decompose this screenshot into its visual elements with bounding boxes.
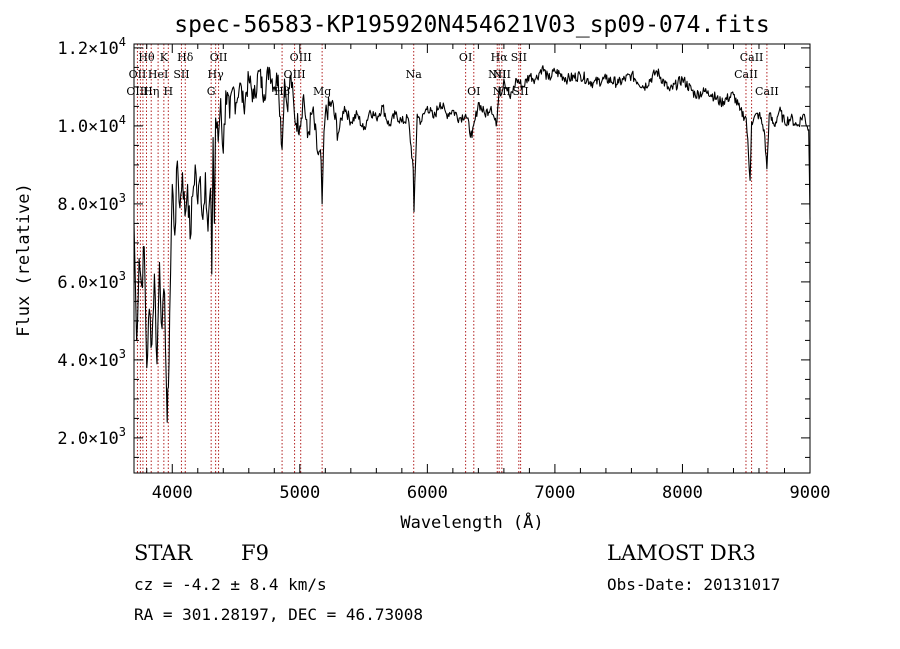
y-tick-label: 4.0×103: [57, 347, 126, 371]
x-tick-label: 5000: [279, 483, 320, 503]
y-tick-label: 1.2×104: [57, 35, 126, 59]
survey-name: LAMOST DR3: [607, 541, 756, 565]
line-label: CaII: [755, 85, 779, 98]
line-label: Hβ: [274, 85, 290, 98]
line-label: OII: [129, 68, 147, 81]
line-label: OIII: [126, 85, 148, 98]
line-label: CaII: [740, 51, 764, 64]
line-label: SII: [511, 51, 527, 64]
line-label: HeI: [148, 68, 168, 81]
line-label: OI: [459, 51, 472, 64]
plot-area: [133, 43, 811, 474]
line-label: Mg: [313, 85, 331, 98]
x-tick-label: 4000: [152, 483, 193, 503]
subclass: F9: [241, 541, 269, 565]
line-label: H: [164, 85, 174, 98]
object-type: STAR: [134, 541, 193, 565]
line-label: OIII: [290, 51, 312, 64]
x-tick-label: 7000: [534, 483, 575, 503]
y-tick-label: 1.0×104: [57, 113, 126, 137]
coordinates: RA = 301.28197, DEC = 46.73008: [134, 605, 423, 624]
line-label: CaII: [734, 68, 758, 81]
line-label: Na: [406, 68, 423, 81]
chart-title: spec-56583-KP195920N454621V03_sp09-074.f…: [174, 12, 769, 38]
x-tick-label: 9000: [790, 483, 831, 503]
line-label: Hθ: [138, 51, 155, 64]
marker-lines: [136, 44, 768, 473]
y-tick-label: 6.0×103: [57, 269, 126, 293]
line-label: NII: [493, 68, 511, 81]
line-label: Hγ: [208, 68, 225, 81]
line-label: G: [207, 85, 216, 98]
line-label: OIII: [284, 68, 306, 81]
y-axis-label: Flux (relative): [14, 183, 34, 337]
line-label: Hδ: [177, 51, 194, 64]
line-label: SII: [512, 85, 528, 98]
line-label: OII: [210, 51, 228, 64]
x-axis-label: Wavelength (Å): [400, 511, 543, 533]
line-label: Hη: [143, 85, 159, 98]
y-tick-label: 2.0×103: [57, 425, 126, 449]
x-tick-label: 6000: [407, 483, 448, 503]
spectrum-line: [133, 65, 811, 423]
y-axis: 2.0×103 4.0×103 6.0×103 8.0×103 1.0×104 1.2×1…: [57, 35, 810, 458]
line-label: SII: [173, 68, 189, 81]
plot-frame: [133, 43, 811, 474]
line-label: Hα: [491, 51, 509, 64]
line-label: K: [160, 51, 169, 64]
redshift-text: cz = -4.2 ± 8.4 km/s: [134, 575, 327, 594]
x-tick-label: 8000: [662, 483, 703, 503]
line-label: NII: [488, 68, 506, 81]
x-axis: 4000 5000 6000 7000 8000 9000: [146, 44, 831, 503]
line-label: OI: [467, 85, 480, 98]
y-tick-label: 8.0×103: [57, 191, 126, 215]
obs-date: Obs-Date: 20131017: [607, 575, 780, 594]
